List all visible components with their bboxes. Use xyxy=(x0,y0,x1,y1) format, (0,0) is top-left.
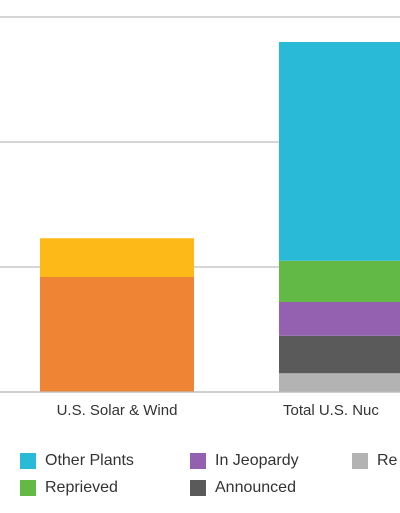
legend-label: In Jeopardy xyxy=(215,452,299,469)
legend-label: Announced xyxy=(215,479,296,496)
legend-item-announced: Announced xyxy=(190,479,296,497)
legend-label: Other Plants xyxy=(45,452,134,469)
x-tick-label-solar-wind: U.S. Solar & Wind xyxy=(57,402,178,419)
legend-item-in-jeopardy: In Jeopardy xyxy=(190,452,299,470)
legend-swatch xyxy=(352,453,368,469)
bar-segment-1-5 xyxy=(279,260,400,302)
legend-item-re: Re xyxy=(352,452,397,470)
legend-swatch xyxy=(20,480,36,496)
stacked-bar-chart: U.S. Solar & Wind Total U.S. Nuc xyxy=(0,16,400,419)
legend-label: Reprieved xyxy=(45,479,118,496)
legend-label: Re xyxy=(377,452,398,469)
bar-segment-1-4 xyxy=(279,302,400,336)
legend-swatch xyxy=(190,480,206,496)
legend-item-other-plants: Other Plants xyxy=(20,452,134,470)
bars xyxy=(0,42,400,393)
legend-swatch xyxy=(190,453,206,469)
legend-item-reprieved: Reprieved xyxy=(20,479,118,497)
bar-segment-1-2 xyxy=(279,373,400,392)
legend-swatch xyxy=(20,453,36,469)
bar-segment-0-0 xyxy=(40,277,194,392)
bar-segment-1-3 xyxy=(279,335,400,374)
bar-segment-1-6 xyxy=(279,42,400,261)
x-axis-labels: U.S. Solar & Wind Total U.S. Nuc xyxy=(57,402,380,419)
legend: Other Plants In Jeopardy Re Reprieved An… xyxy=(0,446,400,506)
x-tick-label-total-nuclear: Total U.S. Nuc xyxy=(283,402,379,419)
bar-segment-0-1 xyxy=(40,238,194,277)
